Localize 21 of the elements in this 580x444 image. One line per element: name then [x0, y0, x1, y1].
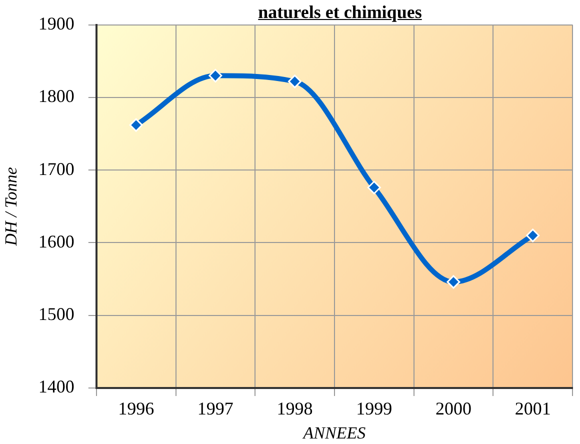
- point: [288, 74, 302, 88]
- y-axis-title: DH / Tonne: [2, 166, 21, 247]
- y-tick-label: 1800: [38, 86, 74, 106]
- point: [446, 275, 460, 289]
- y-tick-label: 1400: [38, 376, 74, 397]
- point: [208, 68, 222, 82]
- point: [367, 180, 381, 194]
- point: [129, 118, 143, 132]
- y-tick-label: 1900: [38, 14, 74, 34]
- y-tick-label: 1700: [38, 158, 74, 179]
- chart-title: naturels et chimiques: [257, 1, 423, 23]
- x-tick-label: 1996: [118, 398, 154, 419]
- x-tick-label: 2000: [435, 398, 472, 419]
- y-tick-label: 1500: [38, 304, 74, 324]
- x-tick-label: 1999: [356, 398, 392, 419]
- point: [526, 228, 540, 242]
- x-tick-label: 1998: [276, 398, 313, 419]
- x-axis-title: ANNEES: [302, 423, 366, 442]
- x-tick-label: 2001: [514, 398, 551, 419]
- y-tick-label: 1600: [38, 231, 74, 252]
- x-tick-label: 1997: [197, 398, 234, 419]
